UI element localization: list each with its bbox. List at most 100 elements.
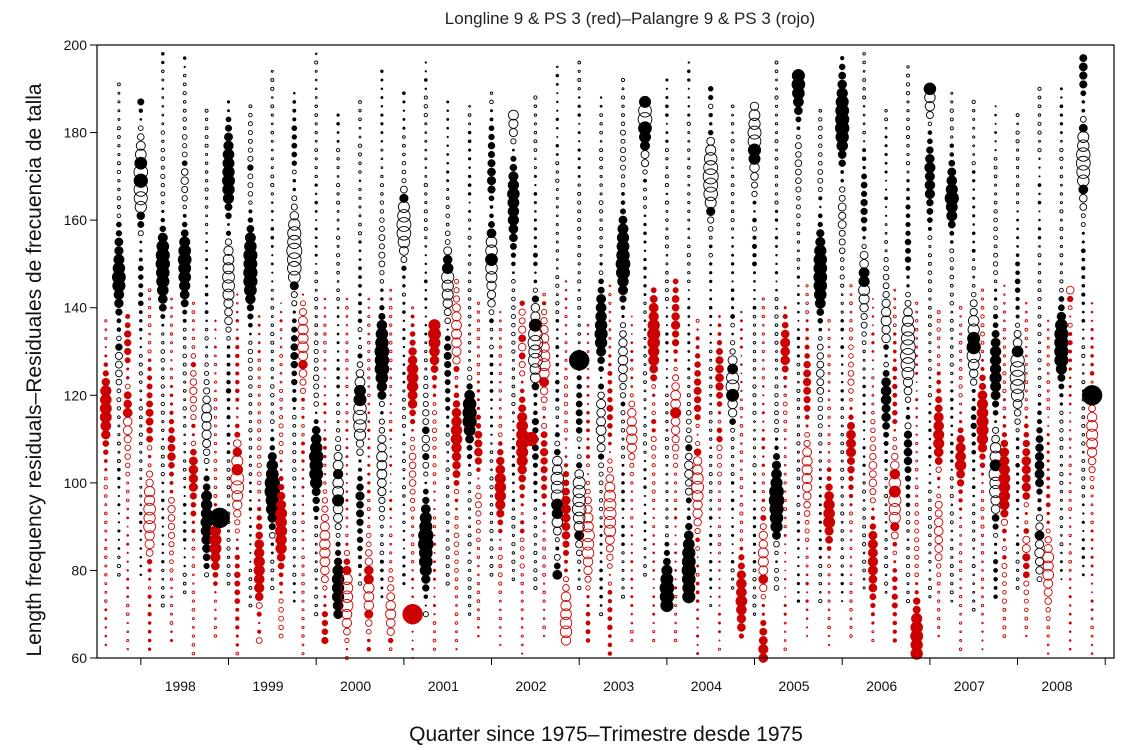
longline-residual-point [577,323,581,327]
longline-residual-point [1082,372,1085,375]
longline-residual-point [904,256,912,263]
ps-residual-point [367,411,371,415]
longline-residual-point [1058,296,1065,302]
ps-residual-point [738,633,745,639]
ps-residual-point [235,643,240,647]
longline-residual-point [358,135,362,139]
ps-residual-point [783,375,788,380]
ps-residual-point [914,545,920,552]
longline-residual-point [862,52,866,56]
longline-residual-point [703,160,719,176]
longline-residual-point [467,533,472,538]
ps-residual-point [1068,393,1072,397]
longline-residual-point [774,218,779,222]
ps-residual-point [147,288,152,293]
longline-residual-point [753,376,756,380]
longline-residual-point [226,441,231,446]
longline-residual-point [796,520,801,524]
longline-residual-point [969,299,978,308]
longline-residual-point [643,564,647,568]
ps-residual-point [126,560,129,563]
longline-residual-point [862,402,866,406]
ps-residual-point [124,339,132,347]
longline-residual-point [533,498,538,503]
longline-residual-point [643,529,647,533]
ps-residual-point [498,389,503,393]
longline-residual-point [687,244,691,249]
longline-residual-point [139,485,143,489]
longline-residual-point [949,274,955,280]
ps-residual-point [432,419,437,424]
ps-residual-point [104,319,108,323]
longline-residual-point [884,538,888,542]
ps-residual-point [451,311,462,322]
ps-residual-point [476,590,481,595]
ps-residual-point [937,599,941,603]
ps-residual-point [761,341,765,345]
ps-residual-point [564,419,568,424]
longline-residual-point [1077,139,1090,152]
ps-residual-point [323,411,327,415]
longline-residual-point [747,134,762,149]
ps-residual-point [123,435,132,444]
longline-residual-point [703,186,718,202]
longline-residual-point [468,271,472,275]
longline-residual-point [665,279,669,284]
ps-residual-point [319,547,331,559]
ps-residual-point [848,484,854,490]
longline-residual-point [1081,108,1086,113]
longline-residual-point [797,380,800,384]
ps-residual-point [915,582,919,586]
ps-residual-point [651,410,656,416]
longline-residual-point [424,166,428,169]
longline-residual-point [1016,516,1019,520]
longline-residual-point [818,134,823,140]
longline-residual-point [336,121,340,126]
longline-residual-point [687,359,691,362]
ps-residual-point [432,402,437,406]
ps-residual-point [585,454,591,459]
ps-residual-point [629,629,634,634]
longline-residual-point [709,288,713,292]
ps-residual-point [321,611,329,618]
ps-residual-point [934,535,943,545]
longline-residual-point [643,432,647,437]
ps-residual-point [759,627,768,636]
ps-residual-point [934,457,943,465]
ps-residual-point [1069,516,1072,520]
ps-residual-point [607,388,613,394]
longline-residual-point [796,432,801,437]
longline-residual-point [139,249,143,253]
ps-residual-point [409,339,416,346]
ps-residual-point [453,392,460,399]
ps-residual-point [451,407,462,418]
longline-residual-point [774,384,779,389]
longline-residual-point [577,279,582,284]
longline-residual-point [424,481,428,485]
longline-residual-point [620,410,626,416]
longline-residual-point [906,100,910,104]
ps-residual-point [1090,547,1094,550]
ps-residual-point [409,331,416,337]
longline-residual-point [708,262,713,266]
longline-residual-point [702,168,719,185]
ps-residual-point [692,499,703,510]
longline-residual-point [905,82,911,87]
ps-residual-point [783,384,787,389]
longline-residual-point [599,489,603,494]
longline-residual-point [336,175,340,178]
ps-residual-point [936,318,941,323]
longline-residual-point [270,78,275,82]
longline-residual-point [137,300,144,307]
longline-residual-point [884,249,888,253]
longline-residual-point [336,183,341,188]
ps-residual-point [630,376,634,380]
longline-residual-point [884,152,888,157]
longline-residual-point [928,489,932,494]
longline-residual-point [1037,349,1042,354]
longline-residual-point [248,112,253,118]
longline-residual-point [201,490,213,502]
ps-residual-point [717,411,722,415]
ps-residual-point [278,572,284,578]
ps-residual-point [801,455,813,467]
